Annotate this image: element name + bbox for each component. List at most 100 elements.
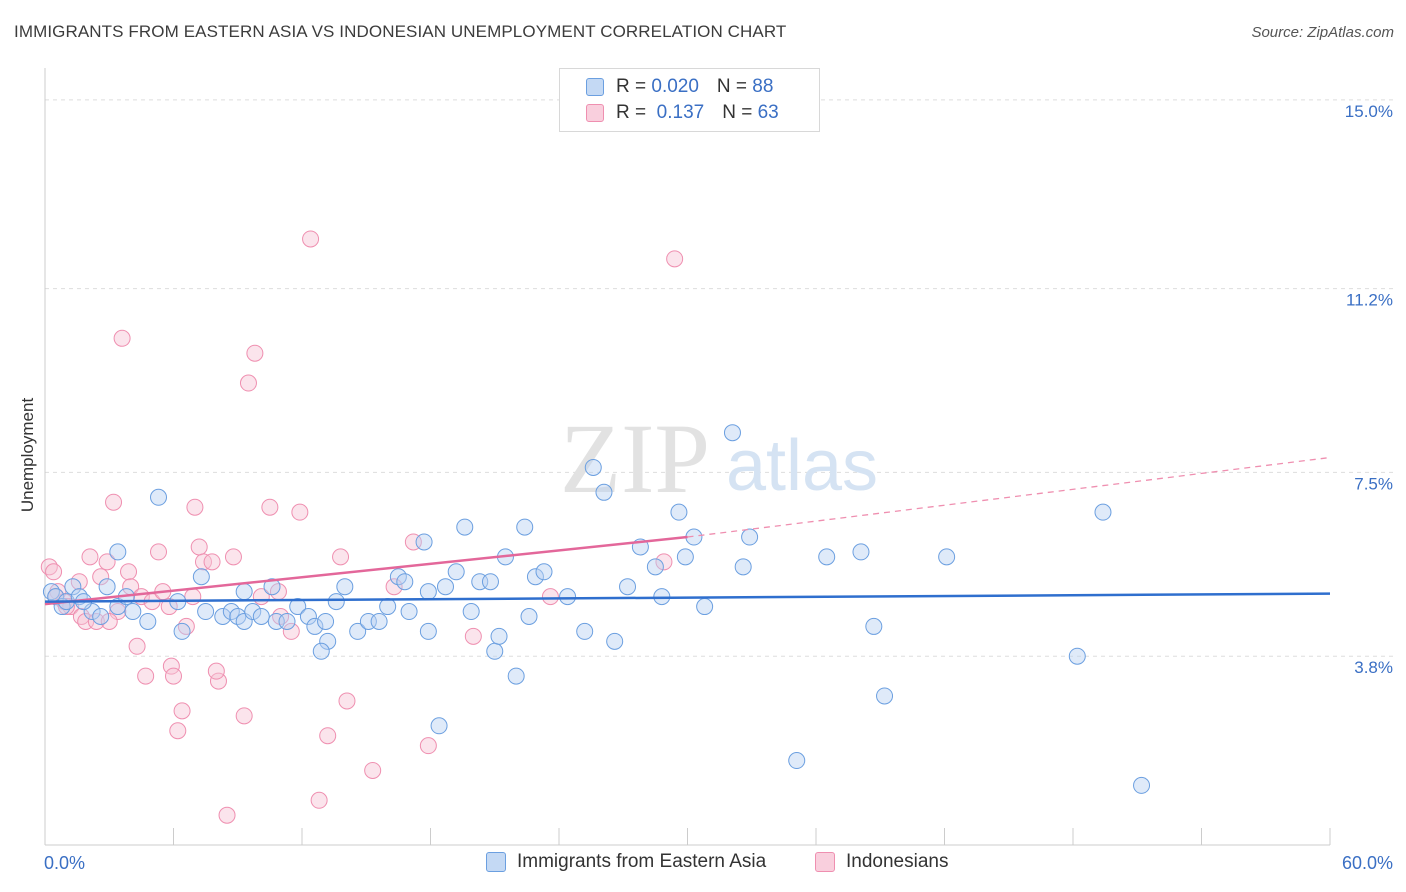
correlation-legend: R = 0.020 N = 88 R = 0.137 N = 63 [559, 68, 820, 132]
immigrants-point [619, 578, 637, 596]
immigrants-point [109, 598, 127, 616]
axes [44, 68, 1331, 846]
immigrants-point [723, 424, 741, 442]
immigrants-point [430, 717, 448, 735]
immigrants-point [306, 617, 324, 635]
immigrants-point [197, 603, 215, 621]
y-tick-label: 3.8% [1354, 658, 1393, 677]
immigrants-point [606, 632, 624, 650]
indonesians-point [184, 588, 202, 606]
immigrants-point [490, 627, 508, 645]
legend-row-immigrants: R = 0.020 N = 88 [586, 75, 773, 99]
immigrants-point [486, 642, 504, 660]
x-tick-label: 0.0% [44, 853, 85, 873]
indonesians-point [224, 548, 242, 566]
immigrants-point [481, 573, 499, 591]
immigrants-point [670, 503, 688, 521]
indonesians-point [385, 578, 403, 596]
indonesians-point [165, 667, 182, 685]
immigrants-point [252, 607, 270, 625]
indonesians-point [105, 493, 123, 511]
immigrants-point [396, 573, 414, 591]
immigrants-point [327, 593, 345, 611]
immigrants-point [312, 642, 330, 660]
immigrants-point [734, 558, 752, 576]
immigrants-point [576, 622, 594, 640]
series-indonesians [40, 230, 684, 824]
immigrants-point [109, 543, 127, 561]
immigrants-point [447, 563, 465, 581]
immigrants-point [462, 603, 480, 621]
immigrants-point [1133, 776, 1151, 794]
tick-labels: 3.8% 7.5% 11.2% 15.0% 0.0% 60.0% [44, 102, 1393, 873]
indonesians-point [666, 250, 684, 268]
immigrants-point [244, 603, 262, 621]
watermark-atlas: atlas [726, 426, 878, 506]
indonesians-point [302, 230, 320, 248]
immigrants-point [319, 632, 337, 650]
immigrants-point [98, 578, 116, 596]
indonesians-trend-extension [687, 456, 1331, 538]
bottom-legend-swatch-pink [815, 852, 835, 872]
immigrants-point [278, 612, 296, 630]
immigrants-point [535, 563, 553, 581]
indonesians-point [113, 329, 131, 347]
immigrants-point [419, 583, 437, 601]
indonesians-point [109, 603, 127, 621]
indonesians-point [160, 598, 178, 616]
indonesians-point [120, 563, 138, 581]
immigrants-point [415, 533, 433, 551]
immigrants-point [349, 622, 367, 640]
immigrants-point [83, 603, 101, 621]
bottom-legend-indonesians: Indonesians [815, 851, 948, 873]
indonesians-trend-line [44, 535, 688, 606]
legend-r-value: 0.137 [651, 102, 705, 123]
immigrants-point [646, 558, 664, 576]
y-tick-label: 11.2% [1346, 291, 1393, 310]
indonesians-point [319, 727, 337, 745]
immigrants-point [1094, 503, 1112, 521]
immigrants-point [173, 622, 191, 640]
y-tick-label: 15.0% [1345, 102, 1393, 121]
immigrants-point [559, 588, 577, 606]
legend-n-value: 88 [752, 76, 774, 97]
indonesians-point [364, 761, 382, 779]
immigrants-point [1068, 647, 1086, 665]
immigrants-point [938, 548, 956, 566]
immigrants-point [336, 578, 354, 596]
legend-row-indonesians: R = 0.137 N = 63 [586, 101, 779, 125]
immigrants-point [741, 528, 759, 546]
indonesians-point [190, 538, 208, 556]
legend-n-value: 63 [757, 102, 779, 123]
immigrants-point [235, 612, 253, 630]
indonesians-point [169, 722, 187, 740]
indonesians-point [209, 672, 227, 690]
immigrants-point [818, 548, 836, 566]
indonesians-point [173, 702, 191, 720]
immigrants-trend-line [44, 592, 1331, 603]
x-tick-label: 60.0% [1342, 853, 1393, 873]
legend-r-label: R = [616, 102, 652, 123]
indonesians-point [332, 548, 350, 566]
indonesians-point [150, 543, 168, 561]
immigrants-point [299, 607, 317, 625]
immigrants-point [124, 603, 142, 621]
y-tick-label: 7.5% [1354, 474, 1393, 493]
immigrants-point [696, 598, 714, 616]
immigrants-point [235, 583, 253, 601]
indonesians-point [203, 553, 221, 571]
indonesians-point [310, 791, 328, 809]
immigrants-point [419, 622, 437, 640]
bottom-legend-label-indonesians: Indonesians [846, 851, 949, 872]
source-credit: Source: ZipAtlas.com [1251, 24, 1394, 41]
watermark: ZIP atlas [560, 403, 878, 514]
indonesians-point [239, 374, 257, 392]
immigrants-point [289, 598, 307, 616]
immigrants-point [526, 568, 544, 586]
immigrants-point [92, 607, 110, 625]
indonesians-point [291, 503, 309, 521]
indonesians-point [541, 588, 559, 606]
indonesians-point [100, 612, 118, 630]
bottom-legend-label-immigrants: Immigrants from Eastern Asia [517, 851, 767, 872]
legend-n-label: N = [722, 102, 758, 123]
